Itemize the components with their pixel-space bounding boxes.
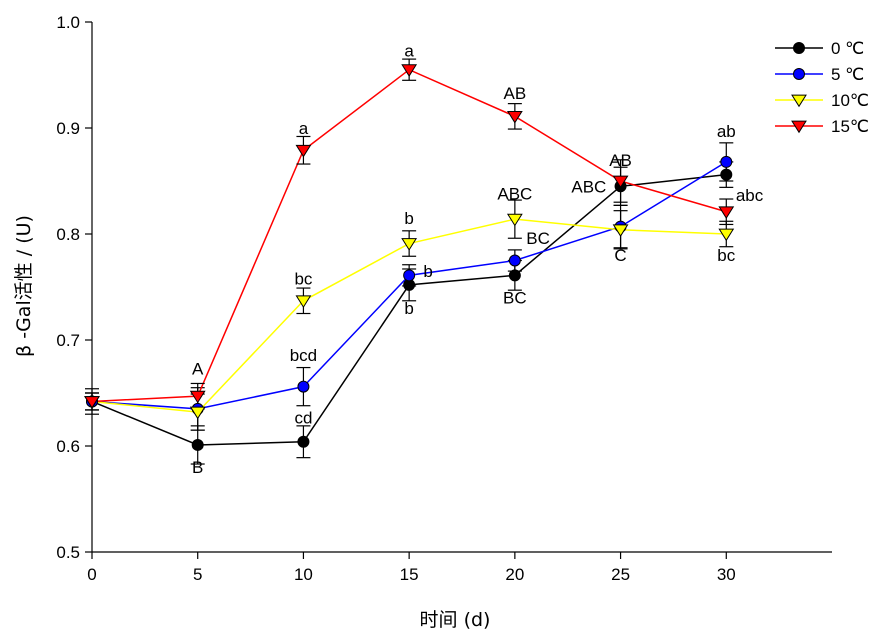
y-tick-label: 0.8 bbox=[56, 225, 80, 244]
legend: 0 ℃ 5 ℃ 10℃ 15℃ bbox=[775, 39, 869, 136]
significance-label: BC bbox=[526, 229, 550, 248]
y-tick-label: 1.0 bbox=[56, 13, 80, 32]
significance-label: bc bbox=[294, 270, 312, 289]
data-point bbox=[189, 406, 206, 420]
legend-marker bbox=[793, 42, 805, 54]
data-point bbox=[401, 238, 418, 251]
significance-label: abc bbox=[736, 186, 764, 205]
data-point bbox=[84, 396, 100, 409]
x-tick-label: 30 bbox=[717, 565, 736, 584]
legend-marker bbox=[791, 94, 807, 108]
legend-item: 0 ℃ bbox=[775, 39, 864, 58]
y-tick-label: 0.5 bbox=[56, 543, 80, 562]
data-point bbox=[612, 224, 629, 238]
significance-label: bc bbox=[717, 246, 735, 265]
significance-label: b bbox=[423, 262, 432, 281]
significance-label: C bbox=[614, 246, 626, 265]
data-point bbox=[297, 435, 310, 448]
y-axis-title: β -Gal活性 / (U) bbox=[13, 215, 35, 357]
data-point bbox=[295, 295, 312, 309]
x-tick-label: 5 bbox=[193, 565, 202, 584]
data-point bbox=[295, 144, 312, 158]
significance-label: cd bbox=[294, 408, 312, 427]
x-tick-label: 20 bbox=[505, 565, 524, 584]
legend-label: 15℃ bbox=[831, 117, 869, 136]
significance-label: ab bbox=[717, 122, 736, 141]
data-point bbox=[401, 64, 418, 77]
data-point bbox=[718, 228, 735, 242]
legend-item: 5 ℃ bbox=[775, 65, 864, 84]
legend-label: 5 ℃ bbox=[831, 65, 864, 84]
significance-label: a bbox=[404, 42, 414, 61]
legend-item: 15℃ bbox=[775, 117, 869, 136]
data-point bbox=[508, 254, 521, 267]
x-tick-label: 0 bbox=[87, 565, 96, 584]
significance-label: AB bbox=[609, 151, 632, 170]
y-tick-label: 0.6 bbox=[56, 437, 80, 456]
significance-label: B bbox=[192, 458, 203, 477]
significance-label: bcd bbox=[290, 346, 317, 365]
significance-label: AB bbox=[504, 84, 527, 103]
legend-label: 10℃ bbox=[831, 91, 869, 110]
x-tick-label: 25 bbox=[611, 565, 630, 584]
axes: 0 5 10 15 20 25 30 0.5 0.6 0.7 0.8 0.9 1.0 bbox=[56, 13, 832, 584]
series-layer bbox=[84, 58, 735, 465]
data-point bbox=[297, 380, 310, 393]
data-point bbox=[718, 206, 735, 219]
series-markers-3 bbox=[84, 64, 735, 409]
data-point bbox=[506, 110, 523, 124]
significance-label: a bbox=[299, 119, 309, 138]
significance-label: b bbox=[404, 209, 413, 228]
data-point bbox=[191, 438, 204, 451]
data-point bbox=[403, 269, 416, 282]
legend-marker bbox=[793, 68, 805, 80]
legend-label: 0 ℃ bbox=[831, 39, 864, 58]
legend-marker bbox=[791, 120, 807, 134]
significance-label: A bbox=[192, 360, 204, 379]
data-point bbox=[720, 168, 733, 181]
data-point bbox=[720, 155, 733, 168]
x-axis-title: 时间 (d) bbox=[420, 609, 491, 631]
data-point bbox=[508, 269, 521, 282]
data-point bbox=[189, 390, 206, 404]
significance-label: b bbox=[404, 299, 413, 318]
data-point bbox=[506, 213, 523, 227]
x-tick-label: 15 bbox=[400, 565, 419, 584]
x-tick-label: 10 bbox=[294, 565, 313, 584]
y-tick-label: 0.7 bbox=[56, 331, 80, 350]
significance-label: BC bbox=[503, 289, 527, 308]
significance-label: ABC bbox=[571, 177, 606, 196]
data-point bbox=[612, 175, 629, 189]
legend-item: 10℃ bbox=[775, 91, 869, 110]
y-tick-label: 0.9 bbox=[56, 119, 80, 138]
significance-label: ABC bbox=[497, 185, 532, 204]
